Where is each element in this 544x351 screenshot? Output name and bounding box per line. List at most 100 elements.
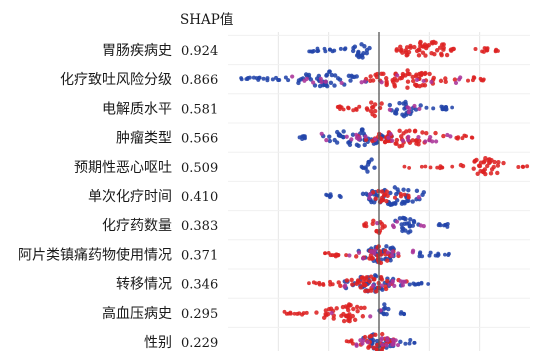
shap-point <box>422 83 428 88</box>
shap-point <box>360 314 366 319</box>
shap-point <box>341 107 346 112</box>
shap-point <box>384 244 389 249</box>
shap-point <box>321 315 327 320</box>
shap-point <box>450 164 455 169</box>
shap-point <box>460 163 466 169</box>
shap-point <box>386 135 391 140</box>
shap-point <box>351 108 356 113</box>
shap-point <box>338 194 343 199</box>
shap-point <box>362 282 367 288</box>
shap-point <box>370 283 376 288</box>
shap-point <box>369 100 374 105</box>
shap-point <box>270 77 275 82</box>
shap-point <box>317 280 322 285</box>
shap-point <box>390 279 395 284</box>
shap-point <box>379 101 384 106</box>
shap-point <box>350 341 355 346</box>
shap-point <box>360 191 366 197</box>
shap-point <box>349 277 354 283</box>
shap-point <box>431 39 436 45</box>
shap-point <box>392 283 397 288</box>
shap-point <box>340 304 346 310</box>
shap-point <box>379 136 384 142</box>
shap-point <box>348 78 353 83</box>
shap-point <box>478 160 484 165</box>
shap-point <box>417 251 422 256</box>
shap-point <box>367 279 372 284</box>
shap-point <box>408 338 413 343</box>
shap-point <box>358 285 363 290</box>
shap-point <box>323 251 327 256</box>
shap-point <box>390 253 395 258</box>
shap-point <box>334 252 339 257</box>
shap-point <box>369 249 374 254</box>
shap-point <box>419 281 424 286</box>
feature-importance-value: 0.371 <box>181 248 218 263</box>
shap-point <box>374 338 380 344</box>
shap-point <box>363 288 368 294</box>
shap-point <box>354 254 359 259</box>
shap-point <box>372 200 377 205</box>
shap-point <box>407 128 412 133</box>
shap-point <box>433 130 438 136</box>
shap-point <box>329 194 333 198</box>
shap-point <box>319 131 324 136</box>
shap-point <box>394 107 400 112</box>
shap-point <box>314 310 319 315</box>
shap-point <box>385 258 390 263</box>
shap-point <box>432 51 437 57</box>
shap-point <box>406 110 411 115</box>
shap-point <box>404 45 410 50</box>
shap-point <box>354 132 359 137</box>
shap-point <box>410 199 415 204</box>
shap-point <box>354 304 360 310</box>
shap-point <box>302 134 307 139</box>
shap-point <box>495 170 500 176</box>
shap-point <box>481 168 486 174</box>
shap-point <box>426 282 431 286</box>
shap-point <box>372 251 377 256</box>
shap-point <box>385 193 390 198</box>
feature-importance-value: 0.866 <box>181 73 218 88</box>
feature-importance-value: 0.410 <box>181 190 218 205</box>
shap-point <box>324 192 329 197</box>
shap-point <box>372 102 378 107</box>
shap-point <box>290 74 295 79</box>
shap-point <box>480 49 484 54</box>
shap-point <box>402 164 407 169</box>
shap-point <box>347 316 353 321</box>
shap-point <box>423 164 428 169</box>
shap-point <box>402 311 406 316</box>
shap-point <box>346 140 351 145</box>
shap-point <box>360 127 365 132</box>
feature-label: 阿片类镇痛药物使用情况 <box>18 246 172 263</box>
feature-importance-value: 0.346 <box>181 278 218 293</box>
shap-point <box>408 43 413 49</box>
shap-point <box>334 306 339 311</box>
shap-point <box>416 53 422 58</box>
shap-point <box>398 339 403 345</box>
feature-label: 肿瘤类型 <box>116 130 172 147</box>
shap-point <box>373 196 378 201</box>
shap-point <box>398 311 403 316</box>
shap-point <box>326 251 331 255</box>
feature-label: 电解质水平 <box>102 101 172 117</box>
shap-point <box>481 77 486 82</box>
shap-point <box>360 275 365 280</box>
shap-point <box>379 283 384 288</box>
shap-point <box>324 138 329 143</box>
shap-point <box>379 80 384 85</box>
shap-point <box>406 134 411 139</box>
shap-point <box>394 219 400 224</box>
shap-point <box>439 52 444 58</box>
feature-importance-value: 0.581 <box>181 102 218 117</box>
shap-point <box>381 306 387 311</box>
shap-point <box>334 140 340 145</box>
shap-point <box>362 334 368 340</box>
shap-point <box>414 83 419 88</box>
shap-point <box>416 195 421 200</box>
shap-point <box>397 100 402 106</box>
shap-point <box>329 310 334 316</box>
shap-point <box>478 76 483 81</box>
